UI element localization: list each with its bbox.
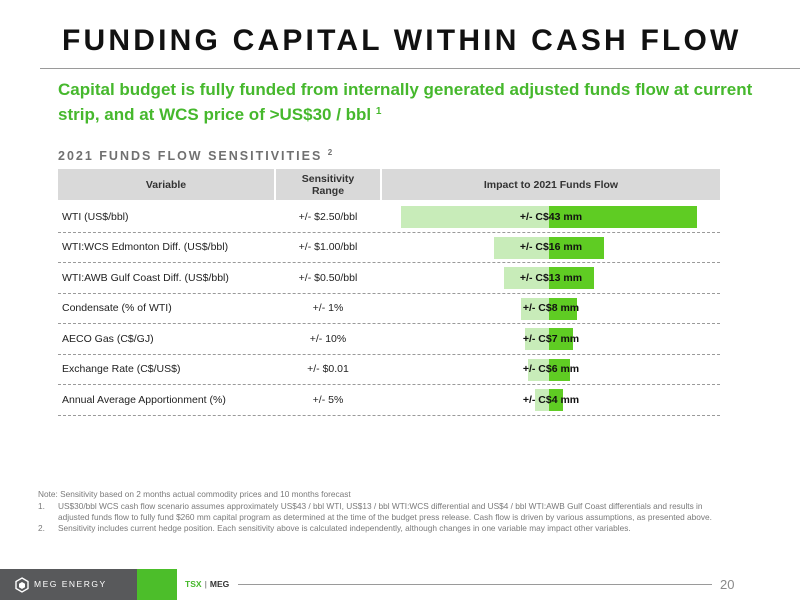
footnote-2: 2. Sensitivity includes current hedge po…: [38, 523, 728, 534]
impact-label: +/- C$6 mm: [522, 363, 580, 376]
row-variable: WTI:AWB Gulf Coast Diff. (US$/bbl): [62, 271, 229, 284]
footer-logo: MEG ENERGY: [0, 569, 137, 600]
impact-label: +/- C$4 mm: [522, 393, 580, 406]
row-variable: Annual Average Apportionment (%): [62, 393, 226, 406]
impact-bar-positive: [549, 206, 697, 228]
row-variable: Condensate (% of WTI): [62, 302, 172, 315]
meg-logo-icon: [15, 577, 29, 593]
table-body: WTI (US$/bbl) +/- $2.50/bbl +/- C$43 mm WTI…: [58, 202, 720, 416]
row-variable: WTI:WCS Edmonton Diff. (US$/bbl): [62, 241, 229, 254]
impact-bar-negative: [504, 267, 549, 289]
section-heading: 2021 FUNDS FLOW SENSITIVITIES 2: [58, 148, 332, 163]
footnotes: Note: Sensitivity based on 2 months actu…: [38, 489, 728, 534]
footnote-2-number: 2.: [38, 523, 45, 533]
page-number: 20: [720, 577, 735, 592]
footer-accent-block: [137, 569, 177, 600]
footnote-1: 1. US$30/bbl WCS cash flow scenario assu…: [38, 501, 728, 523]
header-impact: Impact to 2021 Funds Flow: [382, 169, 720, 200]
impact-bar-negative: [535, 389, 549, 411]
row-range: +/- 5%: [312, 393, 344, 406]
impact-label: +/- C$13 mm: [519, 271, 583, 284]
impact-label: +/- C$16 mm: [519, 241, 583, 254]
row-range: +/- $0.01: [307, 363, 349, 376]
impact-bar-negative: [524, 328, 549, 350]
impact-bar-negative: [528, 358, 549, 381]
ticker-separator: |: [204, 579, 207, 589]
section-heading-text: 2021 FUNDS FLOW SENSITIVITIES: [58, 149, 323, 163]
section-footnote-ref: 2: [327, 148, 333, 157]
row-range: +/- 10%: [309, 332, 347, 345]
table-row: WTI (US$/bbl) +/- $2.50/bbl +/- C$43 mm: [58, 202, 720, 233]
impact-label: +/- C$8 mm: [522, 302, 580, 315]
table-row: Exchange Rate (C$/US$) +/- $0.01 +/- C$6 m…: [58, 355, 720, 385]
impact-bar-negative: [493, 236, 549, 259]
header-variable: Variable: [58, 169, 274, 200]
ticker-symbol: MEG: [209, 579, 230, 589]
header-range-line2: Range: [311, 184, 345, 197]
subtitle-text: Capital budget is fully funded from inte…: [58, 80, 753, 124]
ticker-exchange: TSX: [185, 579, 202, 589]
footnote-1-text: US$30/bbl WCS cash flow scenario assumes…: [58, 501, 712, 522]
row-variable: AECO Gas (C$/GJ): [62, 332, 154, 345]
table-header: Variable Sensitivity Range Impact to 202…: [58, 169, 720, 200]
impact-bar-negative: [521, 297, 549, 320]
logo-text: MEG ENERGY: [34, 579, 107, 589]
row-variable: Exchange Rate (C$/US$): [62, 363, 181, 376]
table-row: WTI:WCS Edmonton Diff. (US$/bbl) +/- $1.0…: [58, 233, 720, 263]
table-row: AECO Gas (C$/GJ) +/- 10% +/- C$7 mm: [58, 324, 720, 355]
impact-bar-positive: [549, 267, 594, 289]
subtitle-footnote-ref: 1: [375, 106, 382, 117]
row-range: +/- $2.50/bbl: [298, 210, 358, 223]
row-range: +/- $0.50/bbl: [298, 271, 358, 284]
sensitivity-table: Variable Sensitivity Range Impact to 202…: [58, 169, 720, 416]
footnote-general: Note: Sensitivity based on 2 months actu…: [38, 489, 351, 499]
header-range-line1: Sensitivity: [301, 172, 355, 185]
footer-ticker: TSX | MEG: [185, 579, 229, 589]
footnote-2-text: Sensitivity includes current hedge posit…: [58, 523, 631, 533]
impact-label: +/- C$7 mm: [522, 332, 580, 345]
row-range: +/- $1.00/bbl: [298, 241, 358, 254]
impact-bar-positive: [549, 358, 570, 381]
subtitle: Capital budget is fully funded from inte…: [58, 79, 758, 126]
title-divider: [40, 68, 800, 69]
footer-divider: [238, 584, 712, 585]
row-variable: WTI (US$/bbl): [62, 210, 129, 223]
table-row: WTI:AWB Gulf Coast Diff. (US$/bbl) +/- $0…: [58, 263, 720, 294]
table-row: Annual Average Apportionment (%) +/- 5% +/…: [58, 385, 720, 416]
impact-bar-positive: [549, 389, 563, 411]
impact-bar-positive: [549, 328, 574, 350]
footnote-1-number: 1.: [38, 501, 45, 511]
header-range: Sensitivity Range: [276, 169, 380, 200]
impact-bar-positive: [549, 236, 605, 259]
page-title: FUNDING CAPITAL WITHIN CASH FLOW: [62, 24, 742, 57]
impact-bar-positive: [549, 297, 577, 320]
impact-bar-negative: [401, 206, 549, 228]
table-row: Condensate (% of WTI) +/- 1% +/- C$8 mm: [58, 294, 720, 324]
row-range: +/- 1%: [312, 302, 344, 315]
impact-label: +/- C$43 mm: [519, 210, 583, 223]
